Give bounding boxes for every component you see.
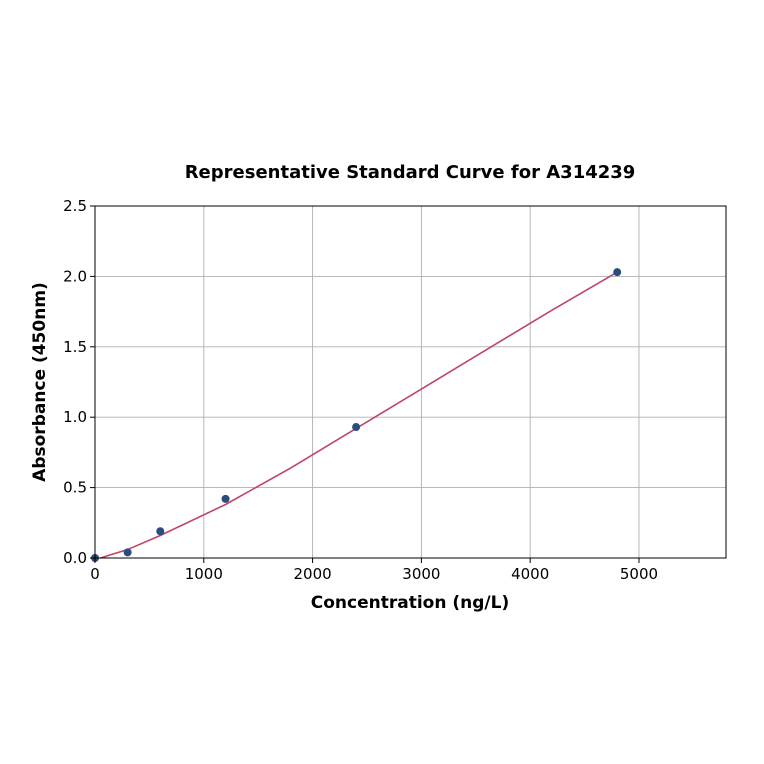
plot-frame xyxy=(94,205,727,559)
y-tick-label: 2.0 xyxy=(63,267,87,285)
x-tick-label: 0 xyxy=(90,565,100,583)
chart-title: Representative Standard Curve for A31423… xyxy=(185,162,636,183)
fitted-curve-line xyxy=(100,271,618,559)
data-point xyxy=(613,268,622,277)
y-tick-label: 1.0 xyxy=(63,408,87,426)
x-tick-label: 2000 xyxy=(293,565,331,583)
x-axis-label: Concentration (ng/L) xyxy=(311,593,509,613)
data-series xyxy=(91,268,622,562)
data-point xyxy=(352,423,361,432)
x-tick-label: 3000 xyxy=(402,565,440,583)
x-tick-label: 5000 xyxy=(620,565,658,583)
y-tick-label: 0.0 xyxy=(63,549,87,567)
data-point xyxy=(156,527,165,536)
x-tick-label: 1000 xyxy=(185,565,223,583)
y-axis-label: Absorbance (450nm) xyxy=(30,282,50,482)
data-point xyxy=(221,494,230,503)
axis-ticks: 0 1000 2000 3000 4000 5000 0.0 0.5 1.0 1.5 2.0 2.5 xyxy=(63,197,658,583)
y-tick-label: 2.5 xyxy=(63,197,87,215)
y-tick-label: 1.5 xyxy=(63,338,87,356)
x-tick-label: 4000 xyxy=(511,565,549,583)
y-tick-label: 0.5 xyxy=(63,479,87,497)
grid-lines xyxy=(94,205,726,559)
data-point xyxy=(123,548,132,557)
